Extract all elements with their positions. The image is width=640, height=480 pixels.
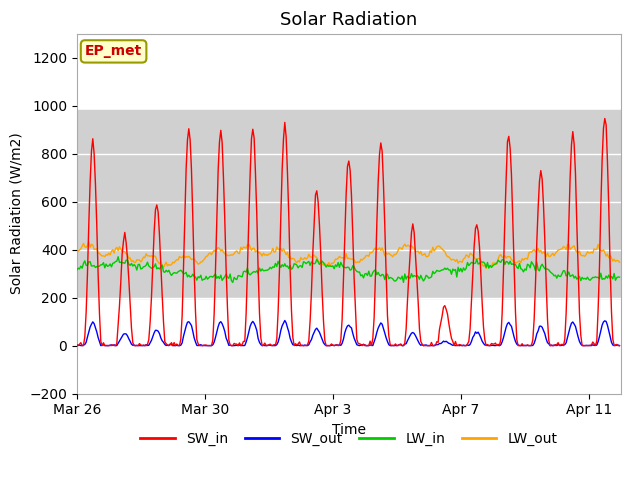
LW_out <box>456 258 463 264</box>
SW_in <box>74 343 82 348</box>
SW_in <box>563 311 570 316</box>
LW_in <box>73 267 81 273</box>
SW_out <box>73 343 81 348</box>
LW_in <box>257 268 265 274</box>
LW_in <box>564 272 572 278</box>
SW_out <box>77 343 84 348</box>
LW_out <box>237 244 244 250</box>
Bar <box>77 110 621 298</box>
Text: EP_met: EP_met <box>85 44 142 59</box>
Title: Solar Radiation: Solar Radiation <box>280 11 417 29</box>
SW_out <box>281 318 289 324</box>
Line: LW_in: LW_in <box>77 257 620 282</box>
SW_out <box>473 330 481 336</box>
LW_in <box>229 279 237 285</box>
LW_out <box>85 239 93 245</box>
SW_in <box>616 343 623 348</box>
SW_in <box>237 343 244 348</box>
LW_out <box>472 256 479 262</box>
X-axis label: Time: Time <box>332 423 366 437</box>
SW_out <box>457 343 465 348</box>
LW_out <box>376 245 383 251</box>
Y-axis label: Solar Radiation (W/m2): Solar Radiation (W/m2) <box>10 133 24 294</box>
Line: LW_out: LW_out <box>77 242 620 268</box>
LW_in <box>238 274 246 280</box>
LW_out <box>564 242 572 248</box>
SW_out <box>255 339 263 345</box>
LW_in <box>377 273 385 279</box>
LW_out <box>616 259 623 265</box>
LW_in <box>616 274 623 280</box>
SW_in <box>472 226 479 231</box>
LW_out <box>255 250 263 255</box>
Line: SW_in: SW_in <box>77 119 620 346</box>
LW_out <box>483 265 490 271</box>
LW_in <box>457 265 465 271</box>
SW_in <box>456 342 463 348</box>
SW_out <box>616 343 623 348</box>
SW_out <box>377 320 385 326</box>
Line: SW_out: SW_out <box>77 321 620 346</box>
SW_out <box>564 335 572 341</box>
SW_out <box>237 343 244 348</box>
Legend: SW_in, SW_out, LW_in, LW_out: SW_in, SW_out, LW_in, LW_out <box>134 426 563 452</box>
LW_in <box>115 254 122 260</box>
SW_in <box>255 310 263 316</box>
SW_in <box>601 116 609 121</box>
LW_out <box>73 250 81 255</box>
SW_in <box>376 152 383 157</box>
SW_in <box>73 342 81 348</box>
LW_in <box>473 256 481 262</box>
